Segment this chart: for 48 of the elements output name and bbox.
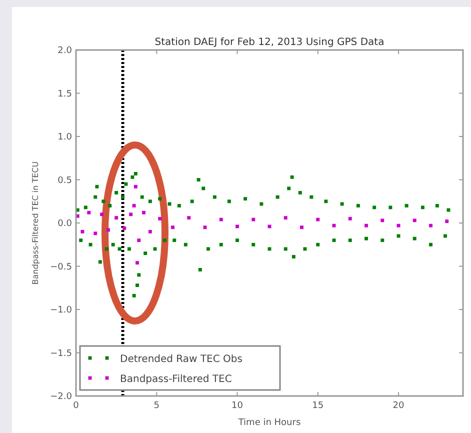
point <box>219 218 223 222</box>
legend-label: Detrended Raw TEC Obs <box>120 354 242 365</box>
point <box>134 184 138 188</box>
point <box>380 218 384 222</box>
y-tick-label: −1.5 <box>50 348 72 359</box>
point <box>137 238 141 242</box>
x-tick-label: 0 <box>73 401 80 411</box>
legend-label: Bandpass-Filtered TEC <box>120 374 232 385</box>
point <box>429 224 432 228</box>
point <box>316 218 320 222</box>
point <box>348 216 352 220</box>
point <box>129 212 133 216</box>
y-tick-label: −2.0 <box>50 392 72 402</box>
point <box>94 232 98 236</box>
x-axis-title: Time in Hours <box>237 418 301 428</box>
point <box>364 224 368 228</box>
x-tick-label: 10 <box>232 401 244 411</box>
point <box>80 230 84 234</box>
point <box>252 218 256 222</box>
point <box>148 230 152 234</box>
point <box>122 226 126 230</box>
point <box>171 226 174 230</box>
point <box>445 220 449 223</box>
point <box>87 210 91 214</box>
point <box>132 204 136 208</box>
point <box>236 224 239 228</box>
y-tick-label: 0.0 <box>58 219 72 229</box>
y-tick-label: 1.0 <box>58 132 72 142</box>
y-tick-label: 1.5 <box>58 89 72 100</box>
point <box>114 216 118 220</box>
y-tick-label: −0.5 <box>50 262 72 272</box>
x-tick-label: 15 <box>312 401 324 411</box>
point <box>100 212 104 216</box>
point <box>136 261 140 265</box>
point <box>142 210 146 214</box>
y-axis-title: Bandpass-Filtered TEC in TECU <box>31 161 40 285</box>
y-tick-label: 0.5 <box>58 176 72 186</box>
x-tick-label: 20 <box>392 401 404 411</box>
y-tick-label: −1.0 <box>50 306 72 316</box>
point <box>300 226 304 230</box>
point <box>158 216 162 220</box>
chart-title: Station DAEJ for Feb 12, 2013 Using GPS Data <box>154 37 384 48</box>
point <box>284 216 288 220</box>
x-tick-label: 5 <box>154 401 160 411</box>
y-tick-label: 2.0 <box>58 46 72 56</box>
point <box>412 218 416 222</box>
point <box>187 216 191 220</box>
point <box>106 228 110 232</box>
